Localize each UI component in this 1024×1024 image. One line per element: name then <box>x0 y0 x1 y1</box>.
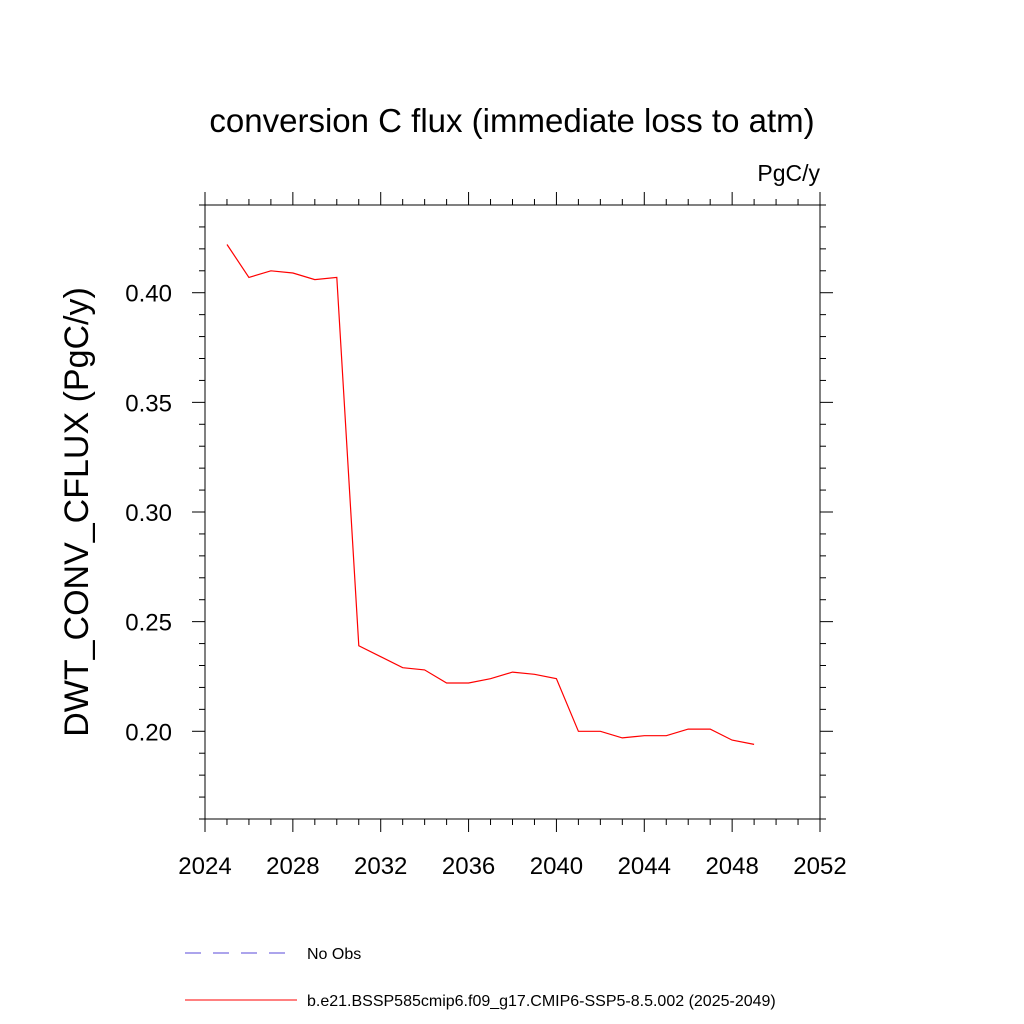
legend: No Obs b.e21.BSSP585cmip6.f09_g17.CMIP6-… <box>185 946 776 1010</box>
y-tick-label: 0.25 <box>125 610 172 637</box>
x-tick-label: 2036 <box>442 853 495 880</box>
x-tick-label: 2024 <box>178 853 231 880</box>
y-tick-label: 0.30 <box>125 500 172 527</box>
axis-tick-labels: 2024 2028 2032 2036 2040 2044 2048 2052 0.20 0.25… <box>125 281 846 880</box>
legend-label-model-run: b.e21.BSSP585cmip6.f09_g17.CMIP6-SSP5-8.… <box>307 993 776 1010</box>
x-tick-label: 2044 <box>618 853 671 880</box>
axis-ticks <box>192 192 833 832</box>
plot-frame <box>204 204 821 820</box>
y-tick-label: 0.35 <box>125 390 172 417</box>
series-lines <box>226 244 755 745</box>
y-tick-label: 0.20 <box>125 719 172 746</box>
x-tick-label: 2028 <box>266 853 319 880</box>
x-tick-label: 2052 <box>793 853 846 880</box>
series-line-1 <box>226 244 755 745</box>
x-tick-label: 2040 <box>530 853 583 880</box>
legend-label-no-obs: No Obs <box>307 946 361 963</box>
x-tick-label: 2048 <box>705 853 758 880</box>
x-tick-label: 2032 <box>354 853 407 880</box>
chart-title: conversion C flux (immediate loss to atm… <box>209 102 814 139</box>
units-label: PgC/y <box>757 160 820 186</box>
y-tick-label: 0.40 <box>125 281 172 308</box>
y-axis-label: DWT_CONV_CFLUX (PgC/y) <box>58 287 96 737</box>
